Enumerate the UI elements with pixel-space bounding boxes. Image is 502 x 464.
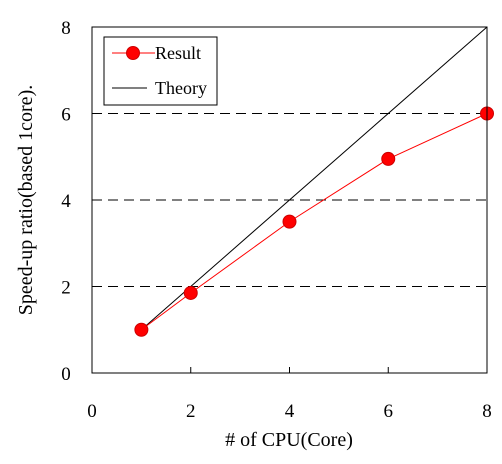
series-layer	[134, 26, 494, 337]
legend-box	[103, 36, 218, 106]
x-tick-label: 4	[285, 401, 295, 422]
data-point-result	[183, 285, 198, 300]
x-axis-label: # of CPU(Core)	[225, 429, 353, 451]
data-point-result	[134, 322, 149, 337]
x-tick-label: 6	[384, 401, 394, 422]
ticks: 0 2 4 6 8 0 2 4 6 8	[61, 18, 492, 422]
x-tick-label: 2	[186, 401, 196, 422]
x-tick-label: 0	[87, 401, 97, 422]
y-tick-label: 6	[61, 105, 71, 126]
y-tick-label: 0	[61, 364, 71, 385]
y-tick-label: 4	[61, 191, 71, 212]
y-tick-label: 2	[61, 278, 71, 299]
data-point-result	[282, 214, 297, 229]
legend-result-marker	[126, 46, 140, 60]
y-tick-label: 8	[61, 18, 71, 39]
series-line-theory	[141, 26, 488, 331]
data-point-result	[381, 151, 396, 166]
legend: Result Theory	[103, 36, 218, 106]
legend-theory-label: Theory	[155, 78, 207, 98]
y-axis-label: Speed-up ratio(based 1core).	[15, 85, 37, 315]
legend-result-label: Result	[155, 43, 201, 63]
x-tick-label: 8	[482, 401, 492, 422]
